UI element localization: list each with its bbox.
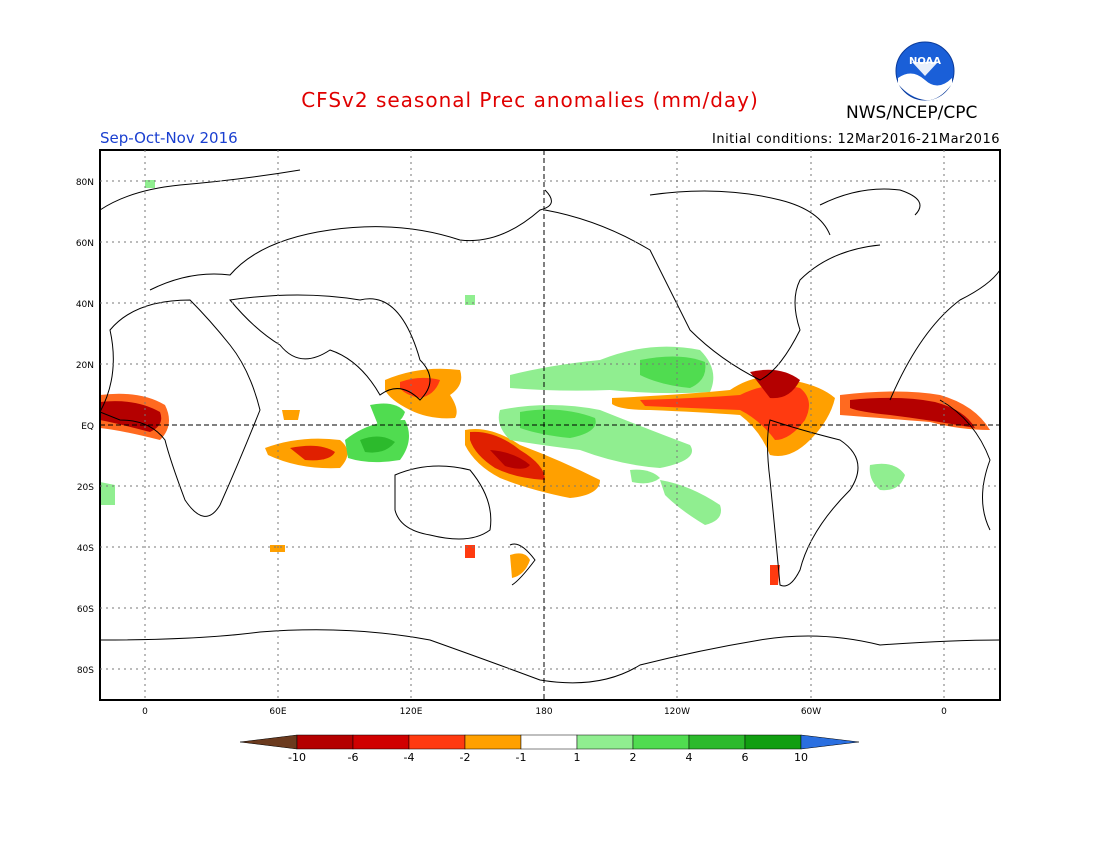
colorbar-label: -2 xyxy=(460,751,471,764)
colorbar-label: -1 xyxy=(516,751,527,764)
wet-region xyxy=(630,469,660,484)
lon-label: 120W xyxy=(664,707,690,717)
colorbar-label: 2 xyxy=(630,751,637,764)
dry-region xyxy=(510,553,530,578)
colorbar-arrow-high xyxy=(800,734,860,750)
lon-label: 180 xyxy=(535,707,552,717)
lat-label: 80N xyxy=(76,178,94,188)
colorbar-label: 4 xyxy=(686,751,693,764)
lon-label: 0 xyxy=(142,707,148,717)
colorbar-arrow-low xyxy=(239,734,298,750)
agency-label: NWS/NCEP/CPC xyxy=(846,103,978,123)
lon-label: 60E xyxy=(269,707,286,717)
lat-label: 80S xyxy=(77,666,94,676)
colorbar-label: -6 xyxy=(348,751,359,764)
dry-region xyxy=(490,450,530,469)
map-title: CFSv2 seasonal Prec anomalies (mm/day) xyxy=(301,88,759,112)
colorbar-cell xyxy=(688,734,746,750)
lon-label: 120E xyxy=(400,707,423,717)
dry-region xyxy=(770,565,780,585)
wet-region xyxy=(660,480,721,525)
colorbar-cell xyxy=(296,734,354,750)
colorbar-cell xyxy=(520,734,578,750)
colorbar: -10 -6 -4 -2 -1 1 2 4 6 10 xyxy=(239,734,860,764)
wet-region xyxy=(370,403,405,426)
lat-label: 60N xyxy=(76,239,94,249)
colorbar-cell xyxy=(576,734,634,750)
coastlines xyxy=(99,169,1001,684)
lat-label: 40N xyxy=(76,300,94,310)
anomaly-fields xyxy=(100,180,990,585)
lat-label: 20S xyxy=(77,483,94,493)
colorbar-cell xyxy=(744,734,802,750)
initial-conditions-label: Initial conditions: 12Mar2016-21Mar2016 xyxy=(712,132,1000,147)
axis-labels: 80N 60N 40N 20N EQ 20S 40S 60S 80S 0 60E 120E 180 120… xyxy=(76,178,947,717)
dry-region xyxy=(290,445,335,461)
colorbar-label: -4 xyxy=(404,751,415,764)
wet-region xyxy=(869,463,905,491)
colorbar-label: 10 xyxy=(794,751,808,764)
lat-label: EQ xyxy=(81,422,94,432)
wet-region xyxy=(360,436,395,453)
graticule xyxy=(100,150,1000,700)
lon-label: 60W xyxy=(801,707,821,717)
lon-label: 0 xyxy=(941,707,947,717)
colorbar-cell xyxy=(352,734,410,750)
dry-region xyxy=(750,369,800,399)
wet-region xyxy=(520,409,596,438)
dry-region xyxy=(282,410,300,420)
dry-region xyxy=(465,545,475,558)
colorbar-cell xyxy=(632,734,690,750)
noaa-logo-text: NOAA xyxy=(909,56,941,67)
colorbar-cell xyxy=(408,734,466,750)
wet-region xyxy=(145,180,155,188)
colorbar-label: 6 xyxy=(742,751,749,764)
lat-label: 40S xyxy=(77,544,94,554)
colorbar-label: -10 xyxy=(288,751,306,764)
lat-label: 60S xyxy=(77,605,94,615)
colorbar-cell xyxy=(464,734,522,750)
dry-region xyxy=(100,401,162,432)
lat-label: 20N xyxy=(76,361,94,371)
colorbar-label: 1 xyxy=(574,751,581,764)
noaa-logo-icon: NOAA xyxy=(895,41,955,101)
dry-region xyxy=(640,385,809,440)
wet-region xyxy=(100,482,115,505)
season-label: Sep-Oct-Nov 2016 xyxy=(100,129,238,147)
